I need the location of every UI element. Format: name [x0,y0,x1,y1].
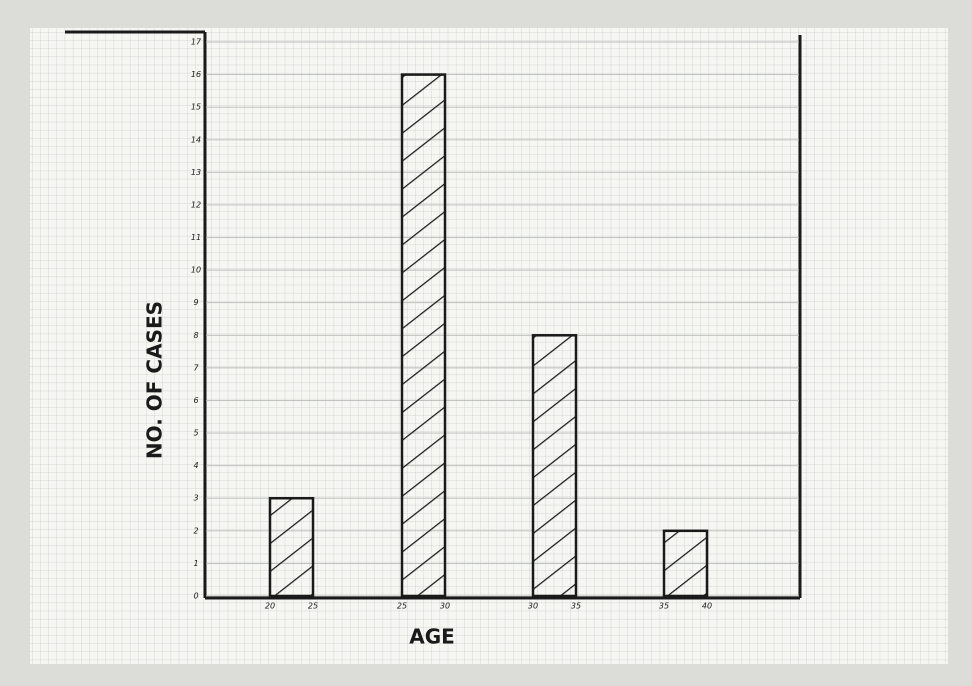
y-tick-label: 13 [191,168,201,177]
y-tick-label: 2 [193,526,198,535]
y-axis-label: NO. OF CASES [143,301,167,459]
x-tick-label: 25 [308,602,318,611]
y-tick-label: 5 [193,429,198,438]
y-tick-label: 8 [193,331,198,340]
y-tick-label: 1 [193,559,198,568]
y-tick-label: 15 [191,103,201,112]
y-tick-label: 6 [193,396,198,405]
x-tick-label: 25 [397,602,407,611]
page: NO. OF CASES AGE 01234567891011121314151… [0,0,972,686]
y-tick-label: 0 [193,592,198,601]
x-tick-label: 35 [571,602,581,611]
y-tick-label: 9 [193,298,198,307]
y-tick-label: 3 [193,494,198,503]
y-tick-label: 14 [191,135,201,144]
x-tick-label: 30 [440,602,450,611]
x-tick-label: 40 [702,602,712,611]
bar [533,335,576,596]
bar [664,531,707,596]
y-tick-label: 11 [191,233,201,242]
y-tick-label: 12 [191,200,201,209]
y-tick-label: 10 [191,266,201,275]
chart: NO. OF CASES AGE 01234567891011121314151… [0,0,972,686]
x-axis-label: AGE [409,625,455,649]
x-tick-label: 35 [659,602,669,611]
paper-grid [30,28,948,664]
x-tick-label: 20 [265,602,275,611]
y-tick-label: 4 [193,461,198,470]
y-tick-label: 16 [191,70,201,79]
x-tick-label: 30 [528,602,538,611]
bar [270,498,313,596]
y-tick-label: 17 [191,38,202,47]
bar [402,75,445,596]
